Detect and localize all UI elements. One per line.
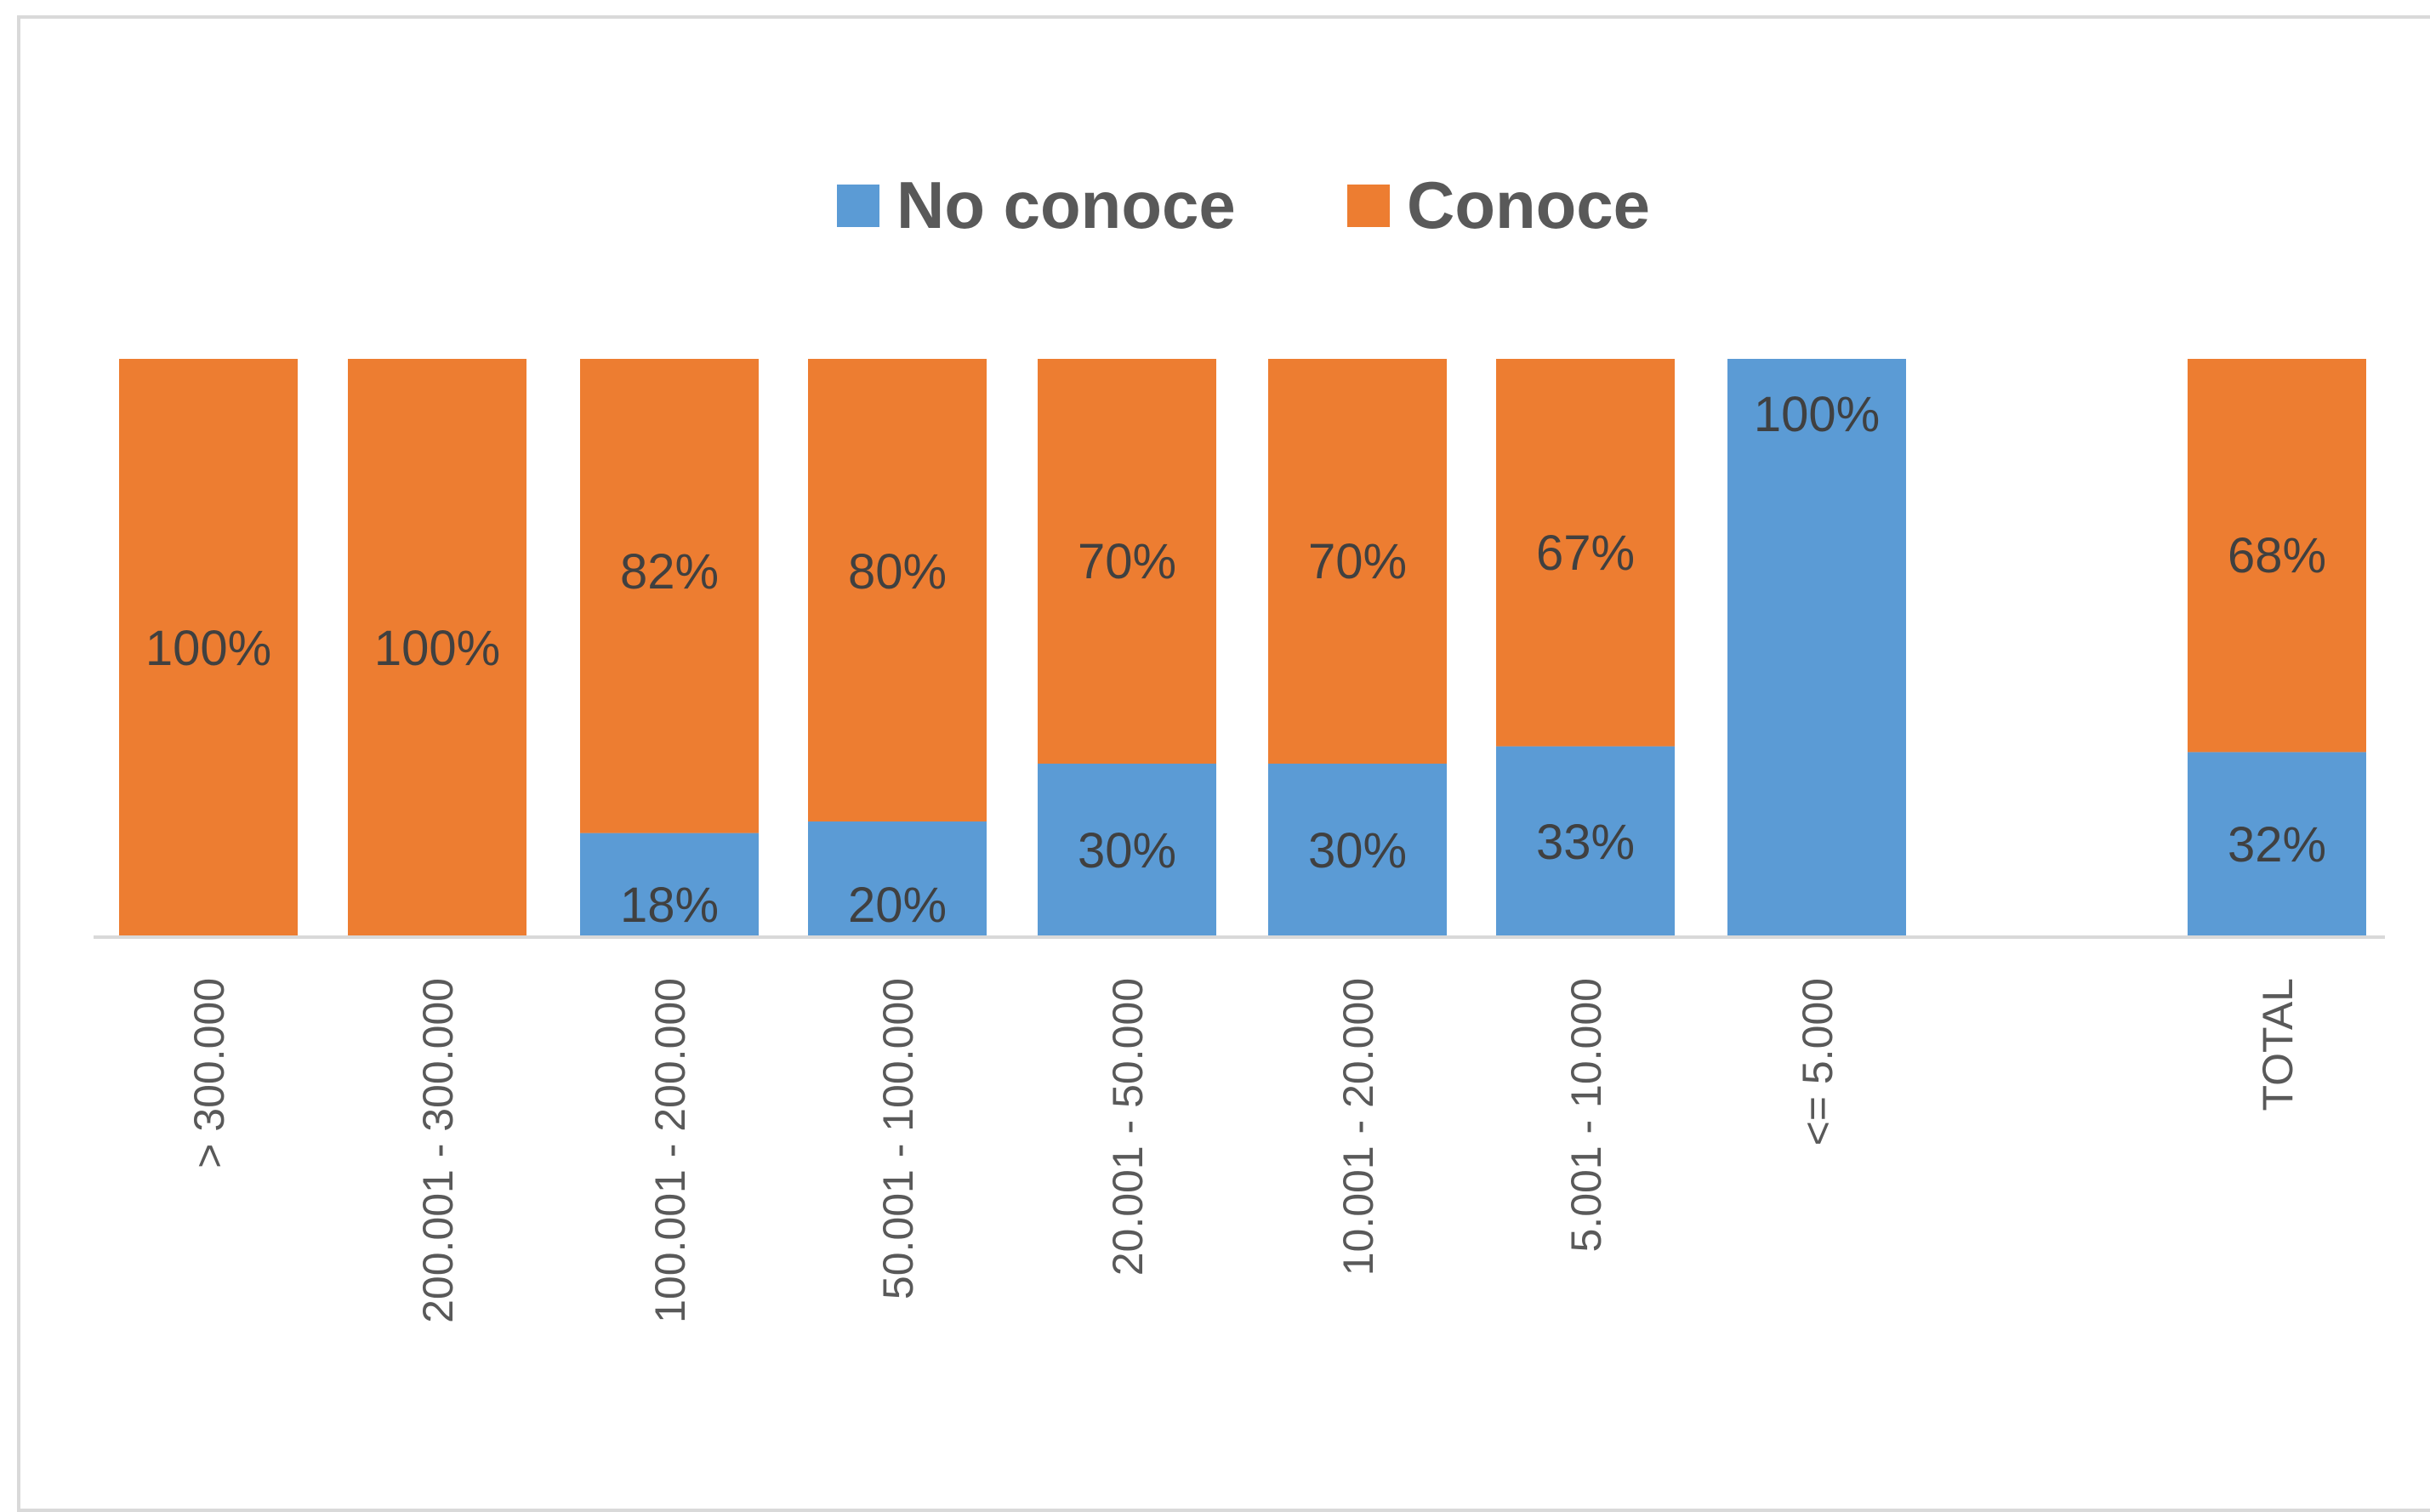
bar-segment-no-conoce bbox=[1268, 764, 1447, 937]
data-label: 30% bbox=[1308, 823, 1407, 878]
x-tick-label: 50.001 - 100.000 bbox=[874, 978, 922, 1299]
data-label: 100% bbox=[1754, 387, 1880, 442]
bar-segment-conoce bbox=[1268, 359, 1447, 764]
data-label: 70% bbox=[1308, 534, 1407, 589]
x-tick-label: 20.001 - 50.000 bbox=[1104, 978, 1152, 1276]
bar-segment-no-conoce bbox=[2188, 752, 2366, 937]
legend-swatch-no-conoce bbox=[837, 185, 879, 227]
bar-segment-conoce bbox=[1496, 359, 1675, 747]
data-label: 68% bbox=[2228, 528, 2326, 583]
data-labels: 100% 100% 18% 82% 20% 80% 30% 70% 30% 70% 33% 67% 10… bbox=[145, 387, 2326, 933]
bar-segment-no-conoce bbox=[1038, 764, 1216, 937]
chart-frame: No conoce Conoce 100% 100% 18% 82% 20% 80% 30% 7… bbox=[17, 15, 2430, 1512]
x-tick-label: > 300.000 bbox=[185, 978, 233, 1168]
x-tick-label: 100.001 - 200.000 bbox=[646, 978, 694, 1323]
legend: No conoce Conoce bbox=[837, 168, 1650, 242]
data-label: 30% bbox=[1078, 823, 1176, 878]
bar-segment-no-conoce bbox=[808, 821, 987, 937]
bar-segment-conoce bbox=[808, 359, 987, 821]
x-tick-label: 200.001 - 300.000 bbox=[414, 978, 462, 1323]
stacked-bar-chart: No conoce Conoce 100% 100% 18% 82% 20% 80% 30% 7… bbox=[94, 168, 2385, 1323]
bars bbox=[119, 359, 2366, 937]
bar-segment-conoce bbox=[119, 359, 298, 937]
data-label: 33% bbox=[1536, 815, 1635, 870]
data-label: 32% bbox=[2228, 817, 2326, 873]
data-label: 70% bbox=[1078, 534, 1176, 589]
bar-segment-no-conoce bbox=[1727, 359, 1906, 937]
x-tick-label: 10.001 - 20.000 bbox=[1335, 978, 1382, 1276]
bar-segment-conoce bbox=[2188, 359, 2366, 753]
legend-label-conoce: Conoce bbox=[1407, 168, 1650, 242]
legend-label-no-conoce: No conoce bbox=[896, 168, 1236, 242]
data-label: 82% bbox=[620, 544, 719, 600]
bar-segment-conoce bbox=[580, 359, 759, 833]
bar-segment-conoce bbox=[348, 359, 526, 937]
x-tick-labels: > 300.000 200.001 - 300.000 100.001 - 200.… bbox=[185, 978, 2302, 1323]
bar-segment-no-conoce bbox=[580, 833, 759, 937]
data-label: 20% bbox=[848, 878, 947, 933]
bar-segment-no-conoce bbox=[1496, 746, 1675, 937]
x-tick-label: TOTAL bbox=[2254, 978, 2302, 1111]
x-tick-label: 5.001 - 10.000 bbox=[1562, 978, 1610, 1253]
data-label: 18% bbox=[620, 878, 719, 933]
bar-segment-conoce bbox=[1038, 359, 1216, 764]
data-label: 67% bbox=[1536, 526, 1635, 581]
x-tick-label: <= 5.000 bbox=[1794, 978, 1841, 1145]
data-label: 100% bbox=[374, 621, 500, 676]
data-label: 80% bbox=[848, 544, 947, 600]
legend-swatch-conoce bbox=[1347, 185, 1390, 227]
data-label: 100% bbox=[145, 621, 271, 676]
